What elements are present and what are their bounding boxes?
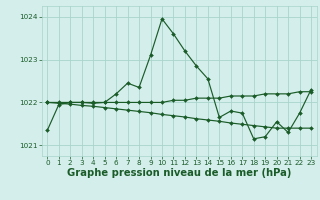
X-axis label: Graphe pression niveau de la mer (hPa): Graphe pression niveau de la mer (hPa)	[67, 168, 292, 178]
